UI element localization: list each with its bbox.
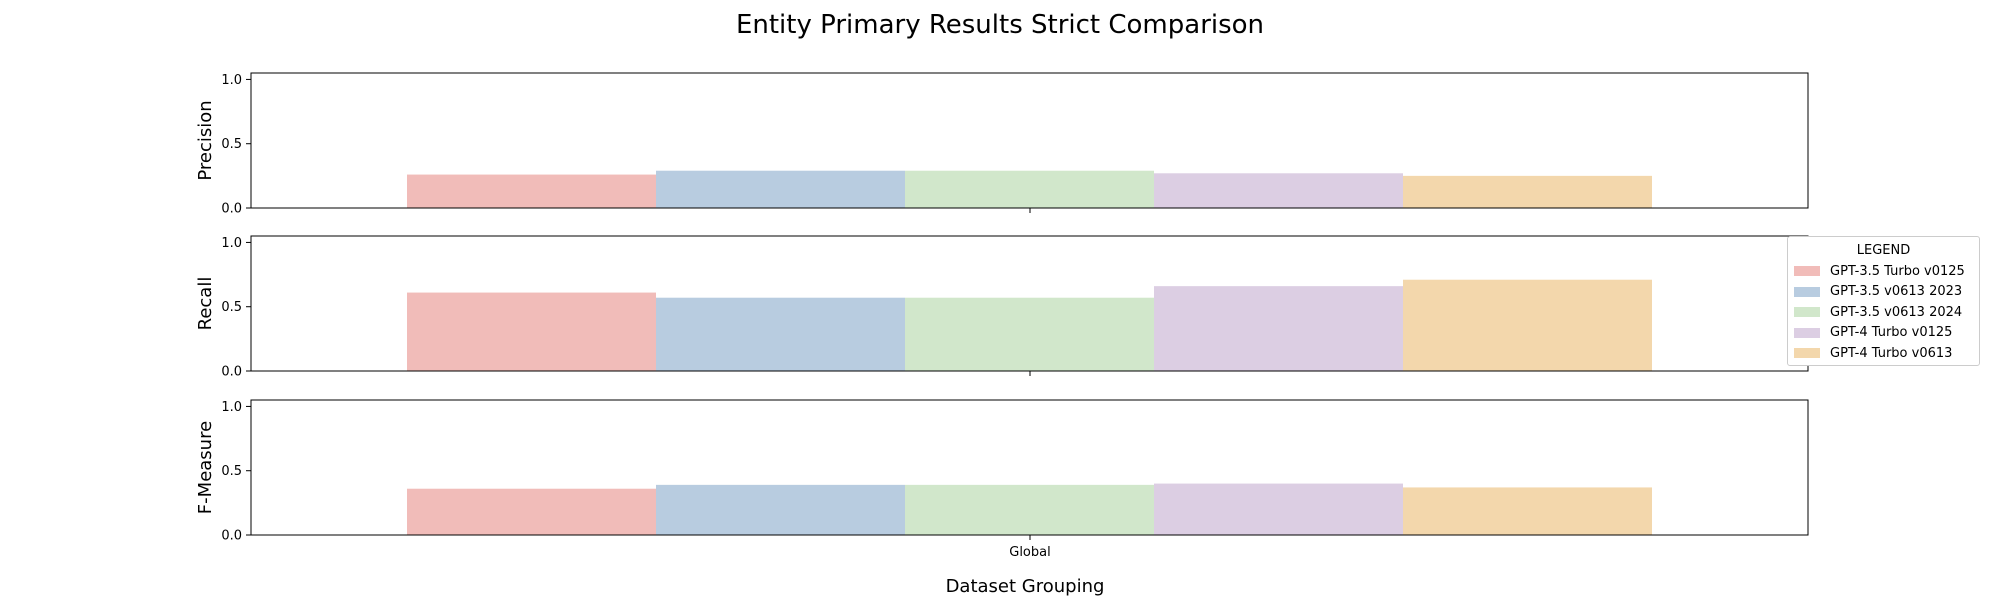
legend-item-gpt-4-turbo-v0613: GPT-4 Turbo v0613 (1788, 343, 1979, 364)
legend-item-gpt-4-turbo-v0125: GPT-4 Turbo v0125 (1788, 323, 1979, 344)
legend-label: GPT-3.5 Turbo v0125 (1830, 263, 1965, 279)
legend-swatch (1794, 348, 1820, 359)
bar-precision-gpt-3-5-v0613-2024 (905, 170, 1154, 208)
legend-swatch (1794, 307, 1820, 318)
bar-f-measure-gpt-4-turbo-v0125 (1154, 483, 1403, 535)
y-tick-label-precision-2: 1.0 (221, 73, 242, 88)
legend-item-gpt-3-5-turbo-v0125: GPT-3.5 Turbo v0125 (1788, 261, 1979, 282)
bar-f-measure-gpt-3-5-v0613-2024 (905, 484, 1154, 535)
legend-label: GPT-4 Turbo v0125 (1830, 325, 1953, 341)
bar-precision-gpt-3-5-v0613-2023 (656, 170, 905, 208)
x-axis-label: Dataset Grouping (946, 576, 1105, 597)
bar-precision-gpt-3-5-turbo-v0125 (407, 174, 656, 208)
y-tick-label-f-measure-0: 0.0 (221, 529, 242, 544)
bar-precision-gpt-4-turbo-v0125 (1154, 173, 1403, 208)
legend: LEGEND GPT-3.5 Turbo v0125 GPT-3.5 v0613 … (1787, 236, 1980, 366)
bar-f-measure-gpt-4-turbo-v0613 (1403, 487, 1652, 535)
bar-recall-gpt-3-5-v0613-2024 (905, 297, 1154, 371)
x-tick-label-global: Global (1009, 545, 1050, 560)
legend-item-gpt-3-5-v0613-2024: GPT-3.5 v0613 2024 (1788, 302, 1979, 323)
y-tick-label-recall-1: 0.5 (221, 300, 242, 315)
bar-f-measure-gpt-3-5-v0613-2023 (656, 484, 905, 535)
legend-label: GPT-3.5 v0613 2023 (1830, 284, 1963, 300)
legend-item-gpt-3-5-v0613-2023: GPT-3.5 v0613 2023 (1788, 282, 1979, 303)
legend-swatch (1794, 266, 1820, 277)
bar-recall-gpt-4-turbo-v0613 (1403, 279, 1652, 371)
legend-swatch (1794, 286, 1820, 297)
legend-label: GPT-3.5 v0613 2024 (1830, 304, 1963, 320)
legend-label: GPT-4 Turbo v0613 (1830, 345, 1953, 361)
bar-f-measure-gpt-3-5-turbo-v0125 (407, 488, 656, 535)
y-tick-label-f-measure-2: 1.0 (221, 400, 242, 415)
y-axis-label-recall: Recall (195, 277, 216, 331)
chart-title: Entity Primary Results Strict Comparison (736, 10, 1264, 40)
bar-precision-gpt-4-turbo-v0613 (1403, 175, 1652, 208)
y-axis-label-f-measure: F-Measure (195, 421, 216, 514)
legend-title: LEGEND (1856, 243, 1911, 258)
y-tick-label-f-measure-1: 0.5 (221, 464, 242, 479)
y-axis-label-precision: Precision (195, 100, 216, 180)
y-tick-label-recall-0: 0.0 (221, 365, 242, 380)
bar-recall-gpt-4-turbo-v0125 (1154, 286, 1403, 371)
y-tick-label-precision-0: 0.0 (221, 202, 242, 217)
y-tick-label-precision-1: 0.5 (221, 137, 242, 152)
y-tick-label-recall-2: 1.0 (221, 236, 242, 251)
legend-swatch (1794, 327, 1820, 338)
bar-recall-gpt-3-5-turbo-v0125 (407, 292, 656, 371)
bar-recall-gpt-3-5-v0613-2023 (656, 297, 905, 371)
